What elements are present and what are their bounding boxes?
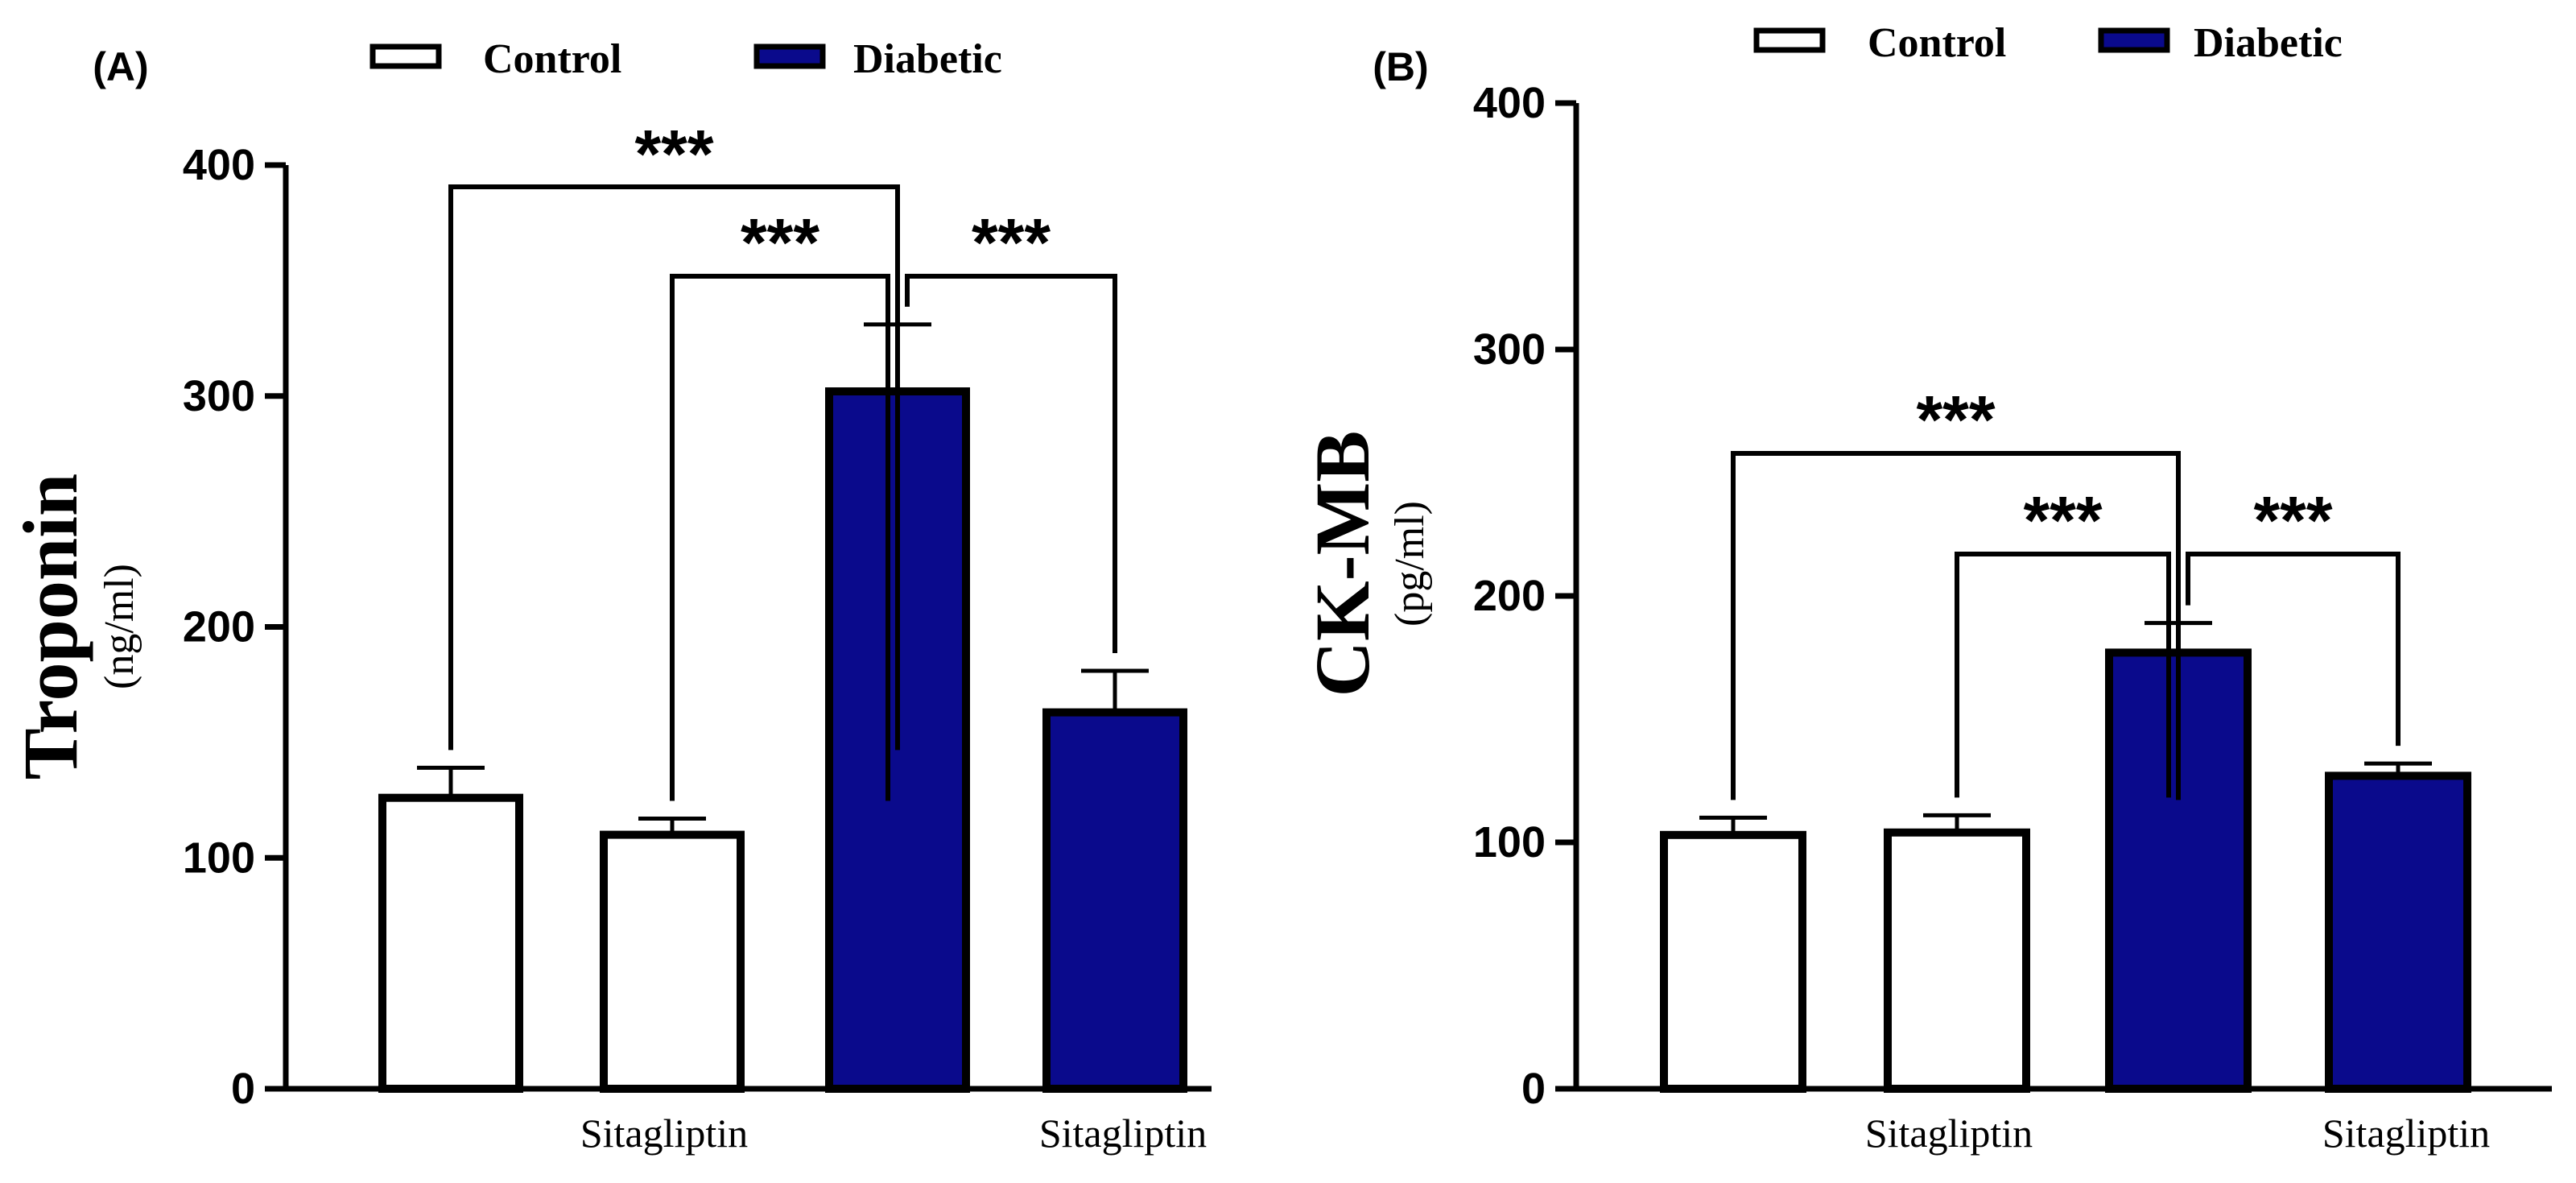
y-tick-label: 200: [1473, 572, 1546, 620]
significance-bracket: [905, 274, 1117, 653]
legend-swatch-diabetic: [2098, 27, 2170, 53]
significance-label: ***: [2023, 482, 2102, 558]
x-group-label: Sitagliptin: [580, 1111, 748, 1156]
panel-label: (B): [1373, 44, 1428, 89]
legend-swatch-diabetic: [753, 43, 826, 69]
panel-b: (B) Control Diabetic CK-MB (pg/ml) 0 100 200 300…: [1299, 20, 2552, 1156]
y-tick-label: 0: [1521, 1065, 1546, 1113]
legend-label-control: Control: [1868, 20, 2006, 66]
y-tick-label: 100: [1473, 818, 1546, 867]
x-group-label: Sitagliptin: [2322, 1111, 2490, 1156]
panel-a: (A) Control Diabetic Troponin (ng/ml) 0 100 200…: [7, 36, 1212, 1156]
y-axis-unit: (pg/ml): [1387, 501, 1433, 627]
y-axis-title: Troponin: [7, 474, 93, 780]
significance-label: ***: [1916, 382, 1995, 457]
legend-label-control: Control: [483, 36, 621, 82]
bar-0: [378, 793, 523, 1093]
y-tick-label: 300: [1473, 325, 1546, 374]
bar-1: [600, 830, 745, 1093]
y-tick-label: 400: [1473, 79, 1546, 127]
y-axis-title: CK-MB: [1299, 431, 1385, 697]
y-tick-label: 100: [183, 833, 255, 882]
x-group-label: Sitagliptin: [1865, 1111, 2033, 1156]
bar-0: [1660, 830, 1806, 1093]
bar-3: [2325, 771, 2471, 1093]
legend-label-diabetic: Diabetic: [853, 36, 1002, 82]
y-tick-label: 200: [183, 603, 255, 651]
bar-1: [1884, 828, 2030, 1093]
y-tick-label: 300: [183, 372, 255, 420]
significance-label: ***: [634, 116, 713, 192]
legend-swatch-control: [1753, 27, 1826, 53]
significance-bracket: [1955, 552, 2171, 798]
significance-label: ***: [2253, 482, 2332, 558]
significance-bracket: [448, 184, 900, 751]
legend-swatch-control: [369, 43, 442, 69]
bar-3: [1042, 708, 1187, 1093]
y-tick-label: 400: [183, 141, 255, 189]
y-axis-unit: (ng/ml): [97, 564, 142, 689]
significance-label: ***: [741, 205, 819, 280]
significance-bracket: [670, 274, 890, 801]
significance-bracket: [1731, 451, 2181, 800]
x-group-label: Sitagliptin: [1039, 1111, 1207, 1156]
legend-label-diabetic: Diabetic: [2194, 20, 2343, 66]
significance-bracket: [2186, 552, 2401, 747]
y-tick-label: 0: [231, 1065, 255, 1113]
panel-label: (A): [93, 44, 148, 89]
significance-label: ***: [972, 205, 1051, 280]
